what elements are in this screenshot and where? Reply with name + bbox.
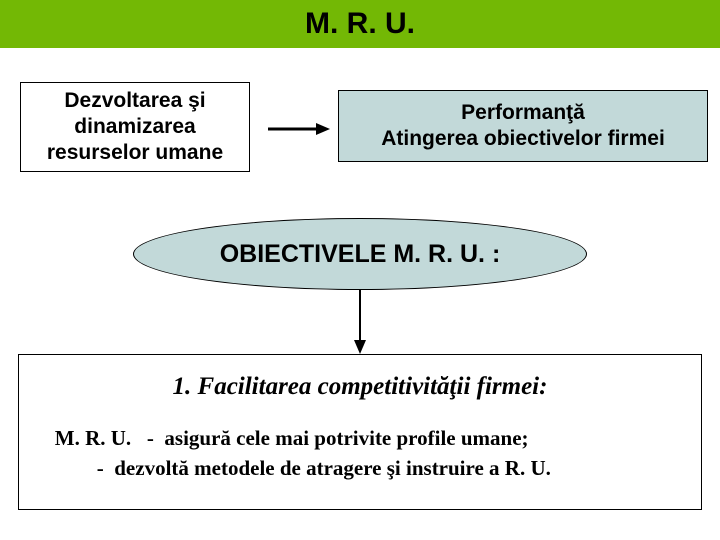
ellipse-text: OBIECTIVELE M. R. U. : bbox=[220, 240, 501, 269]
title-bar: M. R. U. bbox=[0, 0, 720, 48]
arrow-right-icon bbox=[268, 122, 330, 136]
top-row: Dezvoltarea şi dinamizarea resurselor um… bbox=[0, 82, 720, 182]
objectives-ellipse: OBIECTIVELE M. R. U. : bbox=[133, 218, 587, 290]
right-box-line1: Performanţă bbox=[461, 100, 585, 126]
objective-body: M. R. U. - asigură cele mai potrivite pr… bbox=[39, 423, 681, 484]
arrow-down-icon bbox=[353, 290, 367, 354]
left-box-text: Dezvoltarea şi dinamizarea resurselor um… bbox=[25, 88, 245, 167]
left-box: Dezvoltarea şi dinamizarea resurselor um… bbox=[20, 82, 250, 172]
page-title: M. R. U. bbox=[305, 7, 415, 41]
ellipse-container: OBIECTIVELE M. R. U. : bbox=[133, 218, 587, 290]
right-box-line2: Atingerea obiectivelor firmei bbox=[381, 126, 665, 152]
objective-heading: 1. Facilitarea competitivităţii firmei: bbox=[39, 373, 681, 401]
right-box: Performanţă Atingerea obiectivelor firme… bbox=[338, 90, 708, 162]
objective-detail-box: 1. Facilitarea competitivităţii firmei: … bbox=[18, 354, 702, 510]
